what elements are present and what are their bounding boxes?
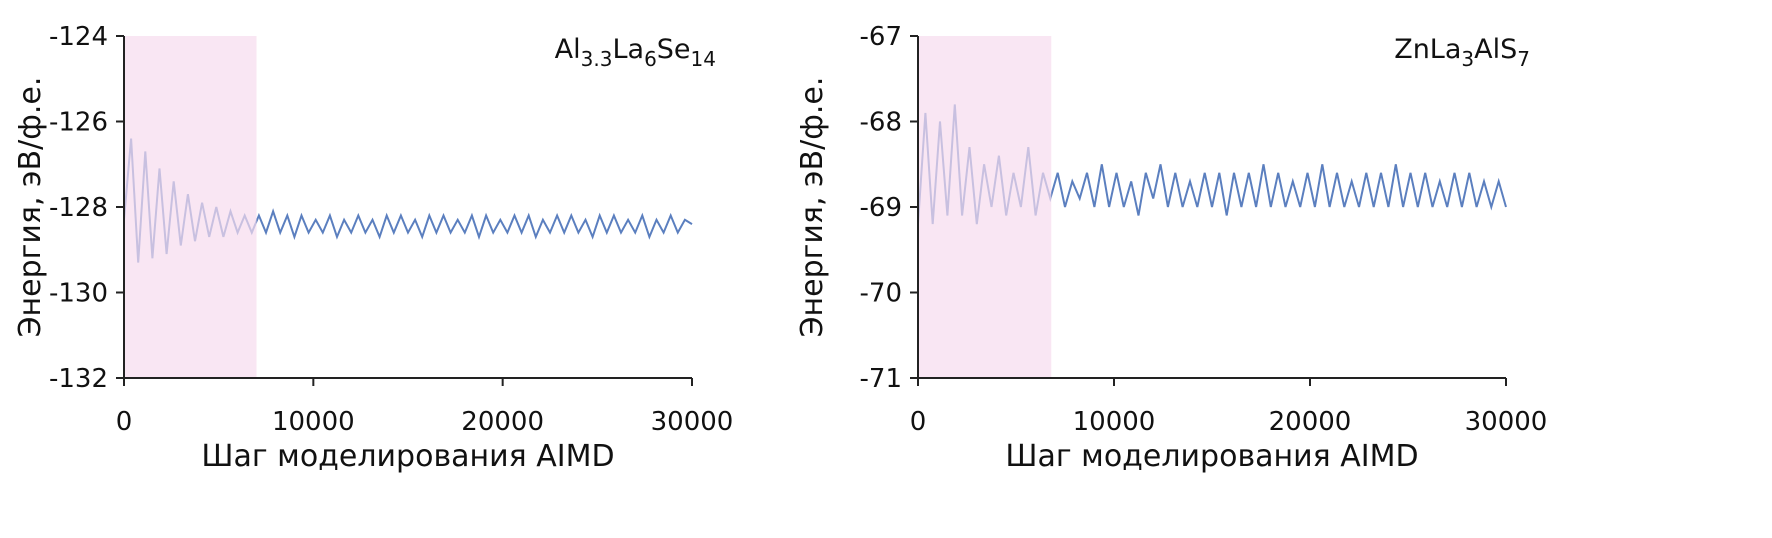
x-axis-label: Шаг моделирования AIMD	[1005, 439, 1418, 474]
chart-panel: -124 -126 -128 -130 -132 0 10000 20000 30000 Шаг …	[13, 22, 733, 474]
chart-title: Al3.3La6Se14	[555, 34, 716, 71]
title-part: 7	[1517, 47, 1530, 71]
y-tick-label: -68	[860, 108, 902, 138]
title-part: Se	[657, 34, 691, 65]
highlight-region	[124, 36, 257, 378]
y-tick-label: -124	[49, 22, 108, 52]
x-tick-label: 0	[910, 407, 927, 437]
y-tick-label: -128	[49, 193, 108, 223]
title-part: 3	[1461, 47, 1474, 71]
chart-panel: -67 -68 -69 -70 -71 0 10000 20000 30000 Шаг модел…	[795, 22, 1547, 474]
x-tick-label: 30000	[1465, 407, 1548, 437]
title-part: Al	[555, 34, 581, 65]
y-tick-label: -126	[49, 108, 108, 138]
y-tick-label: -70	[860, 279, 902, 309]
title-part: 14	[691, 47, 716, 71]
y-tick-label: -132	[49, 364, 108, 394]
x-tick-label: 30000	[651, 407, 734, 437]
title-part: La	[612, 34, 644, 65]
x-tick-label: 20000	[1269, 407, 1352, 437]
y-axis-label: Энергия, эВ/ф.е.	[13, 77, 48, 338]
y-tick-label: -130	[49, 279, 108, 309]
x-axis-label: Шаг моделирования AIMD	[201, 439, 614, 474]
title-part: 6	[644, 47, 657, 71]
chart-title: ZnLa3AlS7	[1394, 34, 1530, 71]
title-part: AlS	[1474, 34, 1517, 65]
y-tick-label: -71	[860, 364, 902, 394]
y-tick-label: -69	[860, 193, 902, 223]
x-tick-label: 10000	[1073, 407, 1156, 437]
highlight-region	[918, 36, 1052, 378]
title-part: ZnLa	[1394, 34, 1461, 65]
x-tick-label: 10000	[272, 407, 355, 437]
y-tick-label: -67	[860, 22, 902, 52]
y-axis-label: Энергия, эВ/ф.е.	[795, 77, 830, 338]
title-part: 3.3	[581, 47, 613, 71]
x-tick-label: 0	[116, 407, 133, 437]
x-tick-label: 20000	[461, 407, 544, 437]
